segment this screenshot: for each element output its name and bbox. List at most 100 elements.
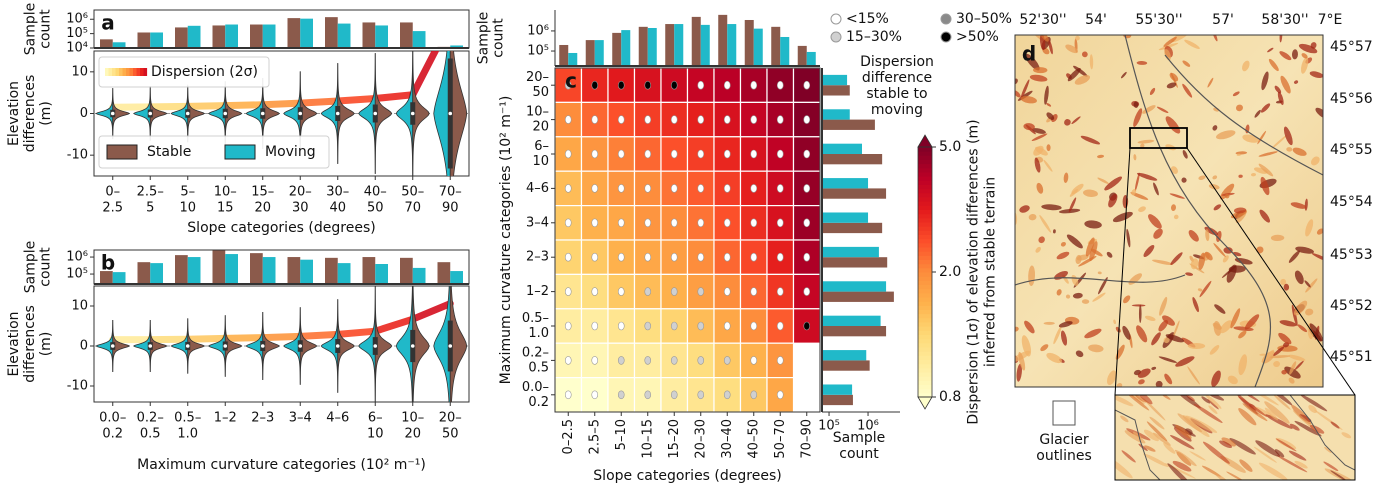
inset-terrain-patch [1324, 446, 1332, 453]
difference-dot [617, 149, 625, 159]
x-tick-label: 30–40 [720, 419, 735, 459]
inset-terrain-patch [1265, 414, 1293, 429]
y-tick-label: 1.0 [528, 326, 549, 341]
map-terrain-patch [1311, 253, 1323, 263]
map-terrain-patch [1162, 315, 1175, 326]
count-bar [262, 24, 276, 48]
x-axis-label: Slope categories (degrees) [187, 220, 375, 236]
violin-median [223, 344, 228, 348]
colorbar-segment [918, 192, 932, 198]
map-terrain-patch [1153, 228, 1163, 239]
map-terrain-patch [1067, 68, 1081, 82]
map-terrain-patch [1131, 304, 1146, 307]
map-terrain-patch [1310, 156, 1320, 166]
colorbar-segment [918, 272, 932, 277]
difference-dot [564, 252, 572, 262]
map-terrain-patch [1081, 51, 1088, 58]
count-bar [753, 28, 763, 66]
colorbar-segment [918, 242, 932, 248]
heatmap-cell [686, 342, 715, 379]
map-terrain-patch [1137, 139, 1155, 144]
map-terrain-patch [1213, 204, 1222, 211]
inset-terrain-patch [1341, 432, 1352, 439]
map-terrain-patch [1260, 176, 1270, 196]
colorbar-segment [918, 197, 932, 202]
inset-terrain-patch [1211, 470, 1234, 480]
violin-half [262, 311, 280, 381]
map-terrain-patch [1236, 153, 1241, 156]
x-tick-label: 10 [179, 201, 196, 216]
colorbar-segment [918, 372, 932, 377]
map-terrain-patch [1222, 255, 1229, 263]
count-bar [225, 254, 238, 284]
inset-terrain-patch [1115, 395, 1134, 407]
map-terrain-patch [1238, 174, 1243, 178]
inset-terrain-patch [1138, 443, 1148, 452]
x-tick-label: 10⁶ [857, 419, 879, 434]
violin-median [260, 344, 265, 348]
difference-dot [644, 218, 652, 228]
map-terrain-patch [1277, 345, 1298, 352]
count-bar [568, 52, 578, 66]
difference-dot [723, 356, 731, 365]
violin-half [449, 51, 468, 176]
legend-gradient [136, 68, 141, 76]
violin-median [260, 111, 265, 116]
x-tick-label: 20– [439, 411, 462, 426]
map-terrain-patch [1158, 356, 1177, 363]
map-terrain-patch [1097, 177, 1109, 184]
inset-terrain-patch [1229, 438, 1256, 455]
zoom-connector [1186, 147, 1356, 396]
violin-median [410, 111, 415, 116]
map-terrain-patch [1204, 251, 1213, 261]
y-tick-label: 20– [526, 70, 549, 85]
legend-label: >50% [956, 29, 999, 45]
map-terrain-patch [1028, 214, 1037, 221]
violin-half [187, 318, 205, 374]
colorbar-segment [918, 263, 932, 269]
y-tick-label: 6– [534, 139, 549, 154]
map-terrain-patch [1310, 42, 1317, 49]
x-tick-label: 1–2 [214, 411, 237, 426]
map-terrain-patch [1033, 145, 1044, 156]
y-tick-label: 0.5– [522, 311, 549, 326]
map-terrain-patch [1171, 35, 1190, 43]
panel-label: a [101, 11, 115, 35]
x-tick-label: 90 [442, 201, 459, 216]
violin-median [410, 344, 415, 348]
difference-dot [776, 115, 784, 124]
map-terrain-patch [1257, 130, 1267, 145]
violin-half [187, 84, 205, 143]
inset-terrain-patch [1264, 407, 1279, 421]
y-tick-label: -10 [67, 379, 88, 394]
map-terrain-patch [1064, 119, 1071, 126]
map-terrain-patch [1112, 211, 1133, 223]
count-bar [450, 45, 463, 48]
colorbar-segment [918, 317, 932, 323]
colorbar-segment [918, 267, 932, 273]
colorbar-segment [918, 292, 932, 298]
x-tick-label: 0.2 [102, 427, 123, 442]
count-bar [400, 257, 413, 284]
difference-dot [564, 218, 572, 228]
difference-dot [697, 287, 705, 296]
y-axis-label: (m) [38, 332, 54, 357]
count-bar [718, 14, 728, 67]
legend-box [98, 56, 270, 88]
colorbar-tick-label: 2.0 [939, 264, 961, 280]
difference-dot [697, 184, 705, 193]
x-tick-label: 10– [214, 185, 237, 200]
lon-label: 57' [1212, 12, 1234, 28]
map-terrain-patch [1131, 188, 1137, 196]
difference-dot [697, 80, 705, 90]
violin-half [433, 286, 451, 402]
map-terrain-patch [1029, 74, 1048, 82]
legend-gradient [122, 68, 127, 76]
inset-terrain-patch [1206, 395, 1225, 401]
map-terrain-patch [1235, 104, 1243, 112]
map-terrain-patch [1301, 57, 1309, 74]
difference-dot [723, 287, 731, 296]
colorbar-segment [918, 313, 932, 319]
map-terrain-patch [1164, 373, 1173, 385]
